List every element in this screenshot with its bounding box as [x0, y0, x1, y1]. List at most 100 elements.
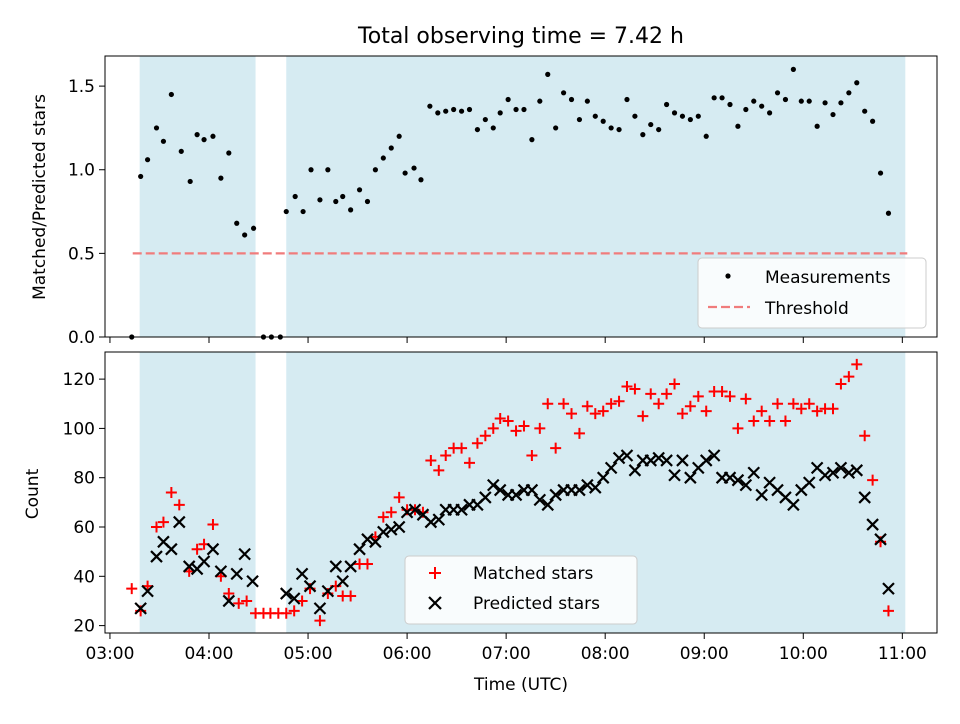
- bottom-y-ticks: 20 40 60 80 100 120: [63, 370, 105, 637]
- matched-star-point: [645, 388, 657, 400]
- measurement-point: [632, 113, 638, 119]
- predicted-star-point: [230, 567, 244, 581]
- x-tick-label: 09:00: [680, 644, 729, 664]
- measurement-point: [300, 208, 306, 215]
- predicted-star-point: [173, 515, 186, 529]
- matched-star-point: [716, 385, 728, 397]
- matched-star-point: [637, 410, 649, 422]
- bottom-panel: 20 40 60 80 100 120 03:00 04:00 05:00 06:00 07:00…: [23, 351, 938, 695]
- measurement-point: [474, 126, 481, 133]
- measurement-point: [624, 96, 630, 103]
- matched-star-point: [542, 398, 554, 410]
- matched-star-point: [456, 442, 468, 454]
- predicted-star-point: [882, 582, 895, 595]
- count-points: [126, 358, 895, 627]
- measurement-point: [372, 167, 378, 173]
- matched-star-point: [621, 381, 633, 393]
- predicted-star-point: [652, 451, 665, 465]
- matched-star-point: [207, 519, 219, 531]
- predicted-star-point: [858, 491, 871, 504]
- measurement-point: [798, 98, 804, 104]
- predicted-star-point: [279, 587, 293, 600]
- matched-star-point: [280, 607, 292, 619]
- bottom-legend-box: [404, 555, 638, 625]
- measurement-point: [458, 108, 465, 114]
- measurement-point: [226, 150, 232, 156]
- x-tick-label: 08:00: [581, 644, 630, 664]
- measurement-point: [703, 133, 709, 139]
- top-y-ticks: 0.0 0.5 1.0 1.5: [68, 77, 105, 348]
- predicted-star-point: [344, 560, 357, 573]
- y-tick-label: 100: [63, 419, 95, 439]
- measurement-point: [364, 198, 371, 205]
- matched-star-point: [173, 499, 185, 511]
- measurement-point: [600, 118, 606, 124]
- predicted-star-point: [755, 488, 768, 502]
- matched-star-point: [653, 398, 665, 410]
- matched-star-point: [605, 398, 617, 410]
- matched-star-point: [494, 413, 506, 425]
- measurement-point: [846, 90, 852, 96]
- measurement-point: [854, 80, 860, 86]
- matched-star-point: [151, 521, 163, 533]
- matched-star-point: [502, 415, 514, 427]
- measurement-point: [751, 98, 757, 104]
- measurement-point: [774, 90, 781, 96]
- predicted-star-point: [165, 542, 178, 556]
- matched-star-point: [288, 605, 300, 617]
- legend-predicted-label: Predicted stars: [473, 594, 600, 614]
- measurement-point: [317, 197, 323, 203]
- matched-star-point: [223, 588, 235, 600]
- predicted-star-point: [533, 493, 547, 507]
- predicted-star-point: [541, 498, 555, 512]
- measurement-point: [234, 220, 240, 226]
- matched-star-point: [471, 437, 483, 449]
- predicted-star-point: [246, 574, 259, 588]
- predicted-star-point: [866, 518, 879, 531]
- measurement-point: [505, 96, 511, 103]
- measurement-point: [340, 193, 346, 200]
- measurement-point: [242, 232, 248, 238]
- y-tick-label: 120: [63, 370, 95, 390]
- y-tick-label: 80: [73, 469, 95, 489]
- matched-star-point: [463, 457, 475, 469]
- predicted-star-point: [589, 481, 602, 494]
- matched-star-point: [377, 511, 389, 523]
- predicted-star-point: [141, 584, 154, 598]
- matched-star-point: [748, 415, 760, 427]
- measurement-point: [325, 167, 331, 173]
- matched-star-point: [510, 425, 522, 437]
- predicted-star-point: [604, 461, 618, 475]
- measurement-point: [664, 101, 670, 108]
- matched-star-point: [314, 615, 326, 627]
- measurement-point: [767, 110, 773, 116]
- measurement-point: [545, 71, 551, 77]
- measurement-point: [719, 95, 725, 101]
- measurement-point: [576, 116, 583, 123]
- predicted-star-point: [182, 560, 196, 573]
- predicted-star-point: [238, 547, 251, 561]
- predicted-star-point: [150, 550, 163, 563]
- matched-star-point: [191, 543, 203, 555]
- matched-star-point: [692, 390, 704, 402]
- matched-star-point: [661, 388, 673, 400]
- predicted-star-point: [400, 505, 414, 519]
- matched-star-point: [597, 405, 609, 417]
- matched-star-point: [566, 408, 578, 420]
- matched-star-point: [732, 422, 744, 434]
- measurement-point: [648, 121, 654, 128]
- predicted-star-point: [644, 454, 658, 467]
- predicted-star-point: [747, 466, 761, 480]
- predicted-star-point: [660, 454, 673, 467]
- predicted-star-point: [361, 533, 374, 546]
- predicted-star-point: [336, 574, 349, 588]
- measurement-point: [283, 208, 289, 215]
- measurement-point: [616, 126, 622, 133]
- matched-star-point: [795, 403, 807, 415]
- measurement-point: [830, 111, 836, 118]
- predicted-star-point: [874, 533, 887, 546]
- matched-star-point: [859, 430, 871, 442]
- measurement-point: [380, 155, 386, 161]
- measurement-point: [695, 113, 701, 119]
- figure-title: Total observing time = 7.42 h: [357, 24, 684, 49]
